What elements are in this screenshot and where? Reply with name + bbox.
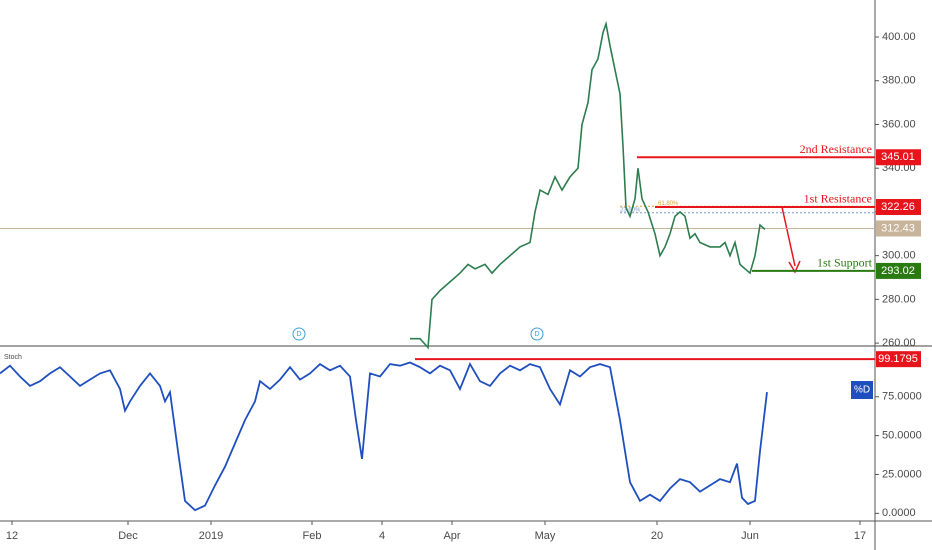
y-tick-label: 360.00	[882, 118, 916, 130]
price-label: 99.1795	[878, 353, 918, 365]
dividend-icon: D	[530, 327, 544, 341]
x-tick-label: Dec	[118, 530, 138, 542]
arrow	[781, 206, 801, 274]
y-tick-label: 280.00	[882, 293, 916, 305]
Stoch-line	[0, 361, 768, 512]
x-tick-label: 20	[651, 530, 663, 542]
price-label: 345.01	[881, 151, 915, 163]
price-label: 293.02	[881, 265, 915, 277]
level-label: 1st Support	[817, 256, 873, 270]
y-tick-label: 0.0000	[882, 507, 916, 519]
x-tick-label: Feb	[303, 530, 322, 542]
dividend-icon: D	[292, 327, 306, 341]
price-label-box	[876, 351, 921, 368]
series-label: %D	[854, 385, 870, 396]
price-label: 322.26	[881, 201, 915, 213]
y-tick-label: 380.00	[882, 75, 916, 87]
x-tick-label: May	[535, 530, 556, 542]
x-tick-label: 4	[379, 530, 385, 542]
svg-text:D: D	[534, 331, 539, 338]
price-line	[410, 20, 766, 350]
price-label-box	[876, 198, 921, 215]
x-tick-label: Jun	[741, 530, 759, 542]
level-label: 2nd Resistance	[800, 142, 872, 156]
svg-text:D: D	[296, 331, 301, 338]
y-tick-label: 25.0000	[882, 468, 922, 480]
x-tick-label: 2019	[199, 530, 223, 542]
fib-label: 61.80%	[658, 201, 679, 207]
y-tick-label: 300.00	[882, 250, 916, 262]
price-label-box	[876, 220, 921, 237]
x-tick-label: Apr	[443, 530, 460, 542]
indicator-name: Stoch	[4, 354, 22, 361]
y-tick-label: 75.0000	[882, 391, 922, 403]
y-tick-label: 50.0000	[882, 430, 922, 442]
x-tick-label: 12	[6, 530, 18, 542]
x-tick-label: 17	[854, 530, 866, 542]
level-label: 1st Resistance	[804, 192, 872, 206]
y-tick-label: 400.00	[882, 31, 916, 43]
series-label-box	[851, 381, 873, 399]
price-label-box	[876, 262, 921, 279]
price-label-box	[876, 149, 921, 166]
price-label: 312.43	[881, 222, 915, 234]
fib-label: 23.60%	[620, 207, 641, 213]
y-tick-label: 260.00	[882, 337, 916, 349]
